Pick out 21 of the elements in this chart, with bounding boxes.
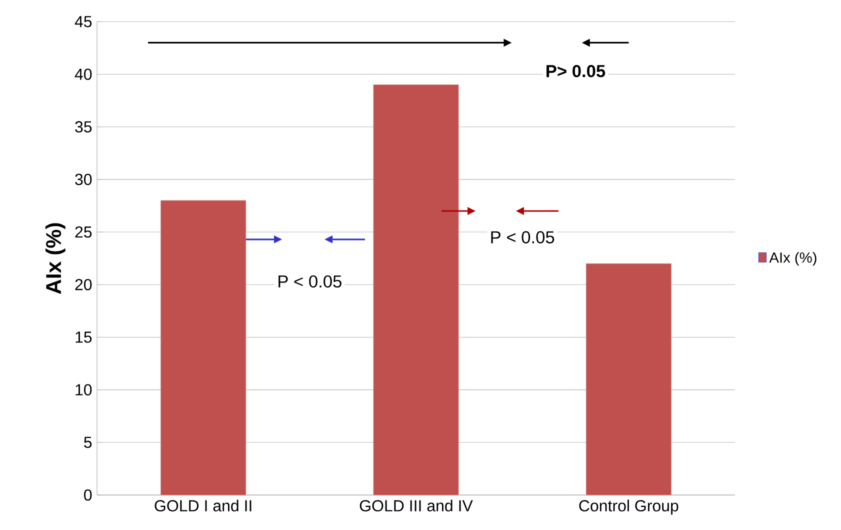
bar (586, 263, 672, 496)
annotation: P < 0.05 (278, 275, 342, 288)
y-axis-title: AIx (%) (45, 223, 66, 294)
y-tick-label: 0 (84, 489, 92, 501)
y-tick-label: 45 (74, 16, 92, 28)
annotation: P < 0.05 (491, 231, 554, 244)
y-tick-label: 40 (74, 68, 92, 80)
annotation: P> 0.05 (546, 64, 606, 78)
y-tick-label: 30 (75, 174, 92, 186)
legend-label: AIx (%) (769, 252, 816, 266)
x-tick-label: Control Group (579, 500, 678, 515)
x-tick-label: GOLD III and IV (360, 500, 473, 512)
y-tick-label: 5 (84, 436, 92, 448)
x-tick-label: GOLD I and II (154, 500, 252, 512)
bar (160, 200, 246, 496)
bar (373, 84, 459, 496)
y-tick-label: 35 (75, 121, 92, 132)
y-tick-label: 15 (76, 332, 92, 343)
y-tick-label: 20 (75, 278, 92, 290)
y-tick-label: 25 (75, 226, 92, 238)
y-tick-label: 10 (76, 384, 92, 396)
